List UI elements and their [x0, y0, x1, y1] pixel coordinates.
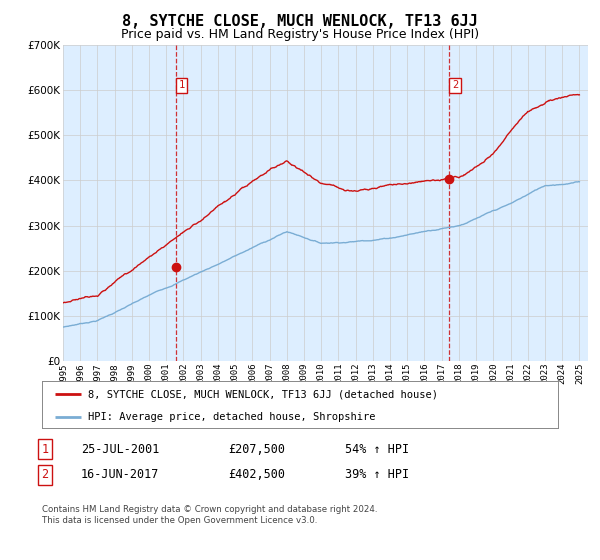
Text: 2: 2	[452, 81, 458, 91]
Text: Contains HM Land Registry data © Crown copyright and database right 2024.
This d: Contains HM Land Registry data © Crown c…	[42, 505, 377, 525]
Text: 1: 1	[179, 81, 185, 91]
Text: 25-JUL-2001: 25-JUL-2001	[81, 442, 160, 456]
Text: 39% ↑ HPI: 39% ↑ HPI	[345, 468, 409, 482]
Text: 8, SYTCHE CLOSE, MUCH WENLOCK, TF13 6JJ: 8, SYTCHE CLOSE, MUCH WENLOCK, TF13 6JJ	[122, 14, 478, 29]
Text: £402,500: £402,500	[228, 468, 285, 482]
Text: 8, SYTCHE CLOSE, MUCH WENLOCK, TF13 6JJ (detached house): 8, SYTCHE CLOSE, MUCH WENLOCK, TF13 6JJ …	[88, 390, 439, 400]
Text: HPI: Average price, detached house, Shropshire: HPI: Average price, detached house, Shro…	[88, 413, 376, 422]
Text: £207,500: £207,500	[228, 442, 285, 456]
Text: Price paid vs. HM Land Registry's House Price Index (HPI): Price paid vs. HM Land Registry's House …	[121, 28, 479, 41]
Text: 1: 1	[41, 442, 49, 456]
Text: 2: 2	[41, 468, 49, 482]
Text: 16-JUN-2017: 16-JUN-2017	[81, 468, 160, 482]
Text: 54% ↑ HPI: 54% ↑ HPI	[345, 442, 409, 456]
